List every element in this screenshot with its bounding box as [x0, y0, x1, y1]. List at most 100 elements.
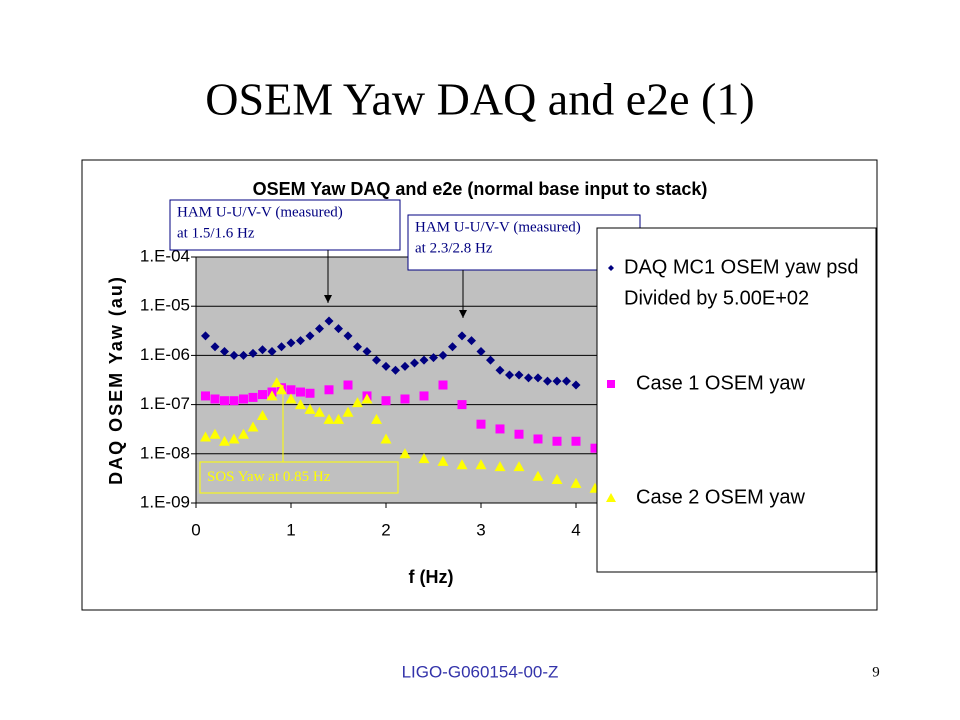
point	[361, 393, 373, 404]
x-tick-label: 0	[191, 520, 200, 539]
x-tick-label: 3	[476, 520, 485, 539]
point	[476, 347, 486, 357]
legend-marker	[607, 380, 615, 388]
point	[305, 388, 315, 398]
legend-marker	[608, 265, 614, 271]
point	[229, 350, 239, 360]
point	[475, 459, 487, 470]
point	[201, 331, 210, 341]
point	[429, 353, 438, 363]
annotation-box	[169, 199, 401, 251]
point	[419, 355, 429, 365]
annotation-text: at 1.5/1.6 Hz	[177, 225, 255, 241]
point	[257, 410, 268, 421]
point	[494, 461, 506, 472]
point	[391, 365, 400, 375]
point	[457, 331, 467, 341]
point	[343, 331, 353, 341]
point	[514, 370, 524, 380]
point	[209, 428, 221, 439]
legend-box	[596, 227, 877, 573]
point	[552, 376, 562, 386]
annotation-text: HAM U-U/V-V (measured)	[177, 204, 343, 220]
y-axis-label: DAQ OSEM Yaw (au)	[106, 275, 126, 485]
point	[248, 392, 258, 402]
point	[495, 365, 505, 375]
point	[315, 324, 324, 334]
y-tick-label: 1.E-07	[140, 394, 190, 413]
point	[551, 474, 563, 485]
point	[476, 419, 486, 429]
legend-label: Case 2 OSEM yaw	[636, 486, 806, 508]
point	[266, 390, 278, 401]
point	[437, 455, 449, 466]
point	[410, 358, 419, 368]
chart-title: OSEM Yaw DAQ and e2e (normal base input …	[253, 179, 708, 199]
point	[381, 396, 391, 406]
point	[533, 373, 543, 383]
annotation-box	[199, 461, 399, 494]
point	[505, 370, 514, 380]
point	[532, 470, 544, 481]
point	[543, 376, 552, 386]
point	[438, 350, 448, 360]
y-tick-label: 1.E-08	[140, 443, 190, 462]
point	[486, 355, 495, 365]
x-tick-label: 4	[571, 520, 580, 539]
point	[267, 347, 277, 357]
point	[457, 400, 467, 410]
point	[286, 338, 296, 348]
point	[353, 342, 362, 352]
x-axis-label: f (Hz)	[409, 567, 454, 587]
point	[533, 434, 543, 444]
annotation-text: SOS Yaw at 0.85 Hz	[207, 469, 331, 485]
annotation-text: HAM U-U/V-V (measured)	[415, 219, 581, 235]
point	[210, 342, 220, 352]
x-tick-label: 2	[381, 520, 390, 539]
point	[248, 348, 258, 358]
point	[296, 387, 305, 397]
point	[314, 406, 325, 417]
slide-title: OSEM Yaw DAQ and e2e (1)	[205, 74, 754, 125]
point	[258, 345, 267, 355]
point	[220, 347, 229, 357]
point	[334, 324, 343, 334]
y-tick-label: 1.E-09	[140, 492, 190, 511]
point	[271, 377, 283, 388]
point	[448, 342, 457, 352]
point	[418, 453, 430, 464]
point	[286, 385, 296, 395]
footer: LIGO-G060154-00-Z	[402, 662, 559, 681]
point	[342, 406, 354, 417]
point	[571, 436, 581, 446]
point	[324, 316, 334, 326]
point	[400, 361, 410, 371]
point	[570, 477, 582, 488]
point	[247, 421, 259, 432]
point	[333, 413, 344, 424]
point	[323, 413, 335, 424]
point	[220, 396, 229, 406]
point	[276, 384, 287, 395]
annotation-text: at 2.3/2.8 Hz	[415, 240, 493, 256]
point	[495, 424, 505, 434]
point	[200, 431, 211, 442]
legend-note: Divided by 5.00E+02	[624, 287, 809, 309]
point	[238, 428, 249, 439]
y-tick-label: 1.E-05	[140, 296, 190, 315]
point	[562, 376, 571, 386]
point	[343, 380, 353, 390]
legend-marker	[606, 493, 616, 502]
y-tick-label: 1.E-06	[140, 345, 190, 364]
arrow-head	[459, 310, 467, 318]
point	[372, 355, 381, 365]
legend-label: Case 1 OSEM yaw	[636, 372, 806, 394]
point	[467, 336, 476, 346]
point	[524, 373, 533, 383]
point	[513, 461, 525, 472]
x-tick-label: 1	[286, 520, 295, 539]
point	[219, 435, 230, 446]
point	[295, 399, 306, 410]
point	[590, 443, 600, 453]
